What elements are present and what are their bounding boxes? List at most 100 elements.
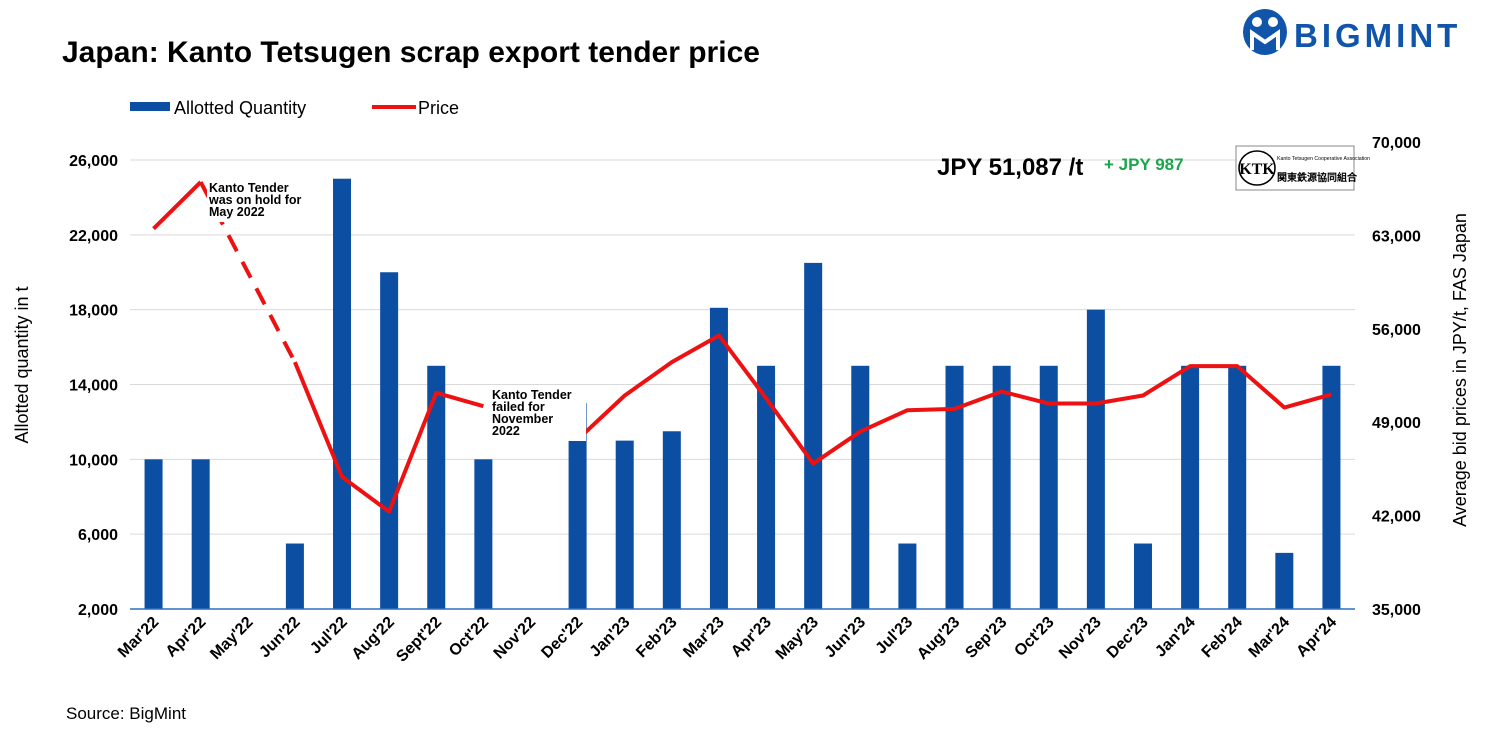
latest-price-label: JPY 51,087 /t bbox=[937, 154, 1083, 181]
x-tick-label: Nov'22 bbox=[491, 614, 540, 663]
price-line bbox=[576, 333, 1332, 466]
bar-allotted-quantity bbox=[380, 272, 399, 609]
bar-allotted-quantity bbox=[474, 459, 493, 609]
ktk-logo-abbr: KTK bbox=[1239, 161, 1275, 178]
y-right-tick-label: 70,000 bbox=[1372, 135, 1421, 152]
y-right-axis-title: Average bid prices in JPY/t, FAS Japan bbox=[1450, 213, 1470, 527]
x-tick-label: Jun'23 bbox=[822, 614, 869, 661]
x-tick-label: Apr'22 bbox=[163, 614, 210, 661]
x-tick-label: Jul'23 bbox=[873, 614, 917, 658]
x-tick-label: Jun'22 bbox=[256, 614, 303, 661]
x-tick-label: Sept'22 bbox=[393, 614, 445, 666]
y-left-tick-label: 18,000 bbox=[69, 303, 118, 320]
annotation-text: November bbox=[492, 412, 553, 426]
bar-allotted-quantity bbox=[615, 440, 634, 609]
x-tick-label: Oct'23 bbox=[1011, 614, 1057, 660]
x-tick-label: Sep'23 bbox=[962, 614, 1010, 662]
x-tick-label: Apr'23 bbox=[728, 614, 775, 661]
x-tick-label: Dec'23 bbox=[1104, 614, 1152, 662]
chart-title: Japan: Kanto Tetsugen scrap export tende… bbox=[62, 36, 760, 69]
y-left-tick-label: 22,000 bbox=[69, 228, 118, 245]
annotation-text: failed for bbox=[492, 400, 545, 414]
x-tick-label: Oct'22 bbox=[446, 614, 492, 660]
x-tick-label: Apr'24 bbox=[1293, 614, 1340, 661]
bar-allotted-quantity bbox=[1322, 365, 1341, 609]
price-line bbox=[152, 180, 203, 231]
bar-allotted-quantity bbox=[1228, 365, 1247, 609]
x-tick-label: Feb'24 bbox=[1199, 614, 1246, 661]
y-right-tick-label: 49,000 bbox=[1372, 415, 1421, 432]
y-left-tick-label: 14,000 bbox=[69, 378, 118, 395]
bar-allotted-quantity bbox=[1275, 552, 1294, 609]
legend-label-quantity: Allotted Quantity bbox=[174, 98, 306, 118]
price-line-series bbox=[152, 180, 1332, 514]
x-tick-label: May'22 bbox=[207, 614, 256, 663]
annotation-text: Kanto Tender bbox=[209, 181, 289, 195]
y-left-axis-title: Allotted quantity in t bbox=[12, 286, 32, 443]
x-tick-label: Jan'23 bbox=[587, 614, 634, 661]
x-tick-label: Aug'23 bbox=[914, 614, 963, 663]
ktk-badge-jp-name: 関東鉄源協同組合 bbox=[1277, 171, 1358, 184]
ktk-logo-circle bbox=[1238, 150, 1276, 186]
price-line bbox=[293, 361, 484, 514]
legend-label-price: Price bbox=[418, 98, 459, 118]
bar-allotted-quantity bbox=[992, 365, 1011, 609]
x-tick-label: Aug'22 bbox=[349, 614, 398, 663]
bar-allotted-quantity bbox=[1181, 365, 1200, 609]
bar-allotted-quantity bbox=[1133, 543, 1152, 609]
x-tick-label: May'23 bbox=[773, 614, 822, 663]
x-tick-label: Mar'23 bbox=[680, 614, 727, 661]
annotation-bg bbox=[490, 387, 586, 441]
x-tick-label: Dec'22 bbox=[538, 614, 586, 662]
bar-allotted-quantity bbox=[1086, 309, 1105, 609]
x-tick-label: Jan'24 bbox=[1152, 614, 1199, 661]
x-tick-label: Nov'23 bbox=[1056, 614, 1105, 663]
y-left-tick-label: 10,000 bbox=[69, 452, 118, 469]
y-right-tick-label: 35,000 bbox=[1372, 602, 1421, 619]
annotation-text: was on hold for bbox=[208, 193, 301, 207]
bar-allotted-quantity bbox=[757, 365, 776, 609]
gridlines bbox=[130, 159, 1355, 535]
y-right-tick-label: 63,000 bbox=[1372, 228, 1421, 245]
annotation-bg bbox=[207, 180, 303, 222]
brand-logo: BIGMINT bbox=[1243, 9, 1461, 55]
y-right-tick-label: 42,000 bbox=[1372, 509, 1421, 526]
annotation-text: Kanto Tender bbox=[492, 388, 572, 402]
x-tick-label: Mar'24 bbox=[1246, 614, 1293, 661]
y-left-tick-label: 6,000 bbox=[78, 527, 118, 544]
bar-allotted-quantity bbox=[898, 543, 917, 609]
bar-allotted-quantity bbox=[804, 262, 823, 609]
bar-allotted-quantity bbox=[851, 365, 870, 609]
x-tick-label: Mar'22 bbox=[115, 614, 162, 661]
bar-allotted-quantity bbox=[191, 459, 210, 609]
ktk-badge-frame bbox=[1235, 145, 1355, 191]
ktk-badge-subtitle: Kanto Tetsugen Cooperative Association bbox=[1277, 156, 1370, 162]
y-left-tick-label: 2,000 bbox=[78, 602, 118, 619]
bar-allotted-quantity bbox=[1039, 365, 1058, 609]
price-change-label: + JPY 987 bbox=[1104, 155, 1184, 174]
bar-allotted-quantity bbox=[568, 403, 587, 609]
bar-allotted-quantity bbox=[709, 307, 728, 609]
bar-allotted-quantity bbox=[662, 431, 681, 609]
bar-allotted-quantity bbox=[333, 178, 352, 610]
legend: Allotted Quantity Price bbox=[130, 98, 459, 118]
y-left-tick-label: 26,000 bbox=[69, 153, 118, 170]
ktk-badge: KTK Kanto Tetsugen Cooperative Associati… bbox=[1235, 145, 1370, 191]
source-note: Source: BigMint bbox=[66, 704, 186, 723]
bar-series bbox=[144, 178, 1341, 610]
annotation-text: 2022 bbox=[492, 424, 520, 438]
y-right-tick-label: 56,000 bbox=[1372, 322, 1421, 339]
bar-allotted-quantity bbox=[285, 543, 304, 609]
bigmint-logo-icon bbox=[1243, 9, 1287, 55]
x-tick-label: Feb'23 bbox=[633, 614, 680, 661]
bigmint-wordmark: BIGMINT bbox=[1294, 17, 1461, 54]
bar-allotted-quantity bbox=[427, 365, 446, 609]
legend-swatch-quantity bbox=[130, 102, 170, 111]
x-tick-label: Jul'22 bbox=[307, 614, 351, 658]
bar-allotted-quantity bbox=[945, 365, 964, 609]
